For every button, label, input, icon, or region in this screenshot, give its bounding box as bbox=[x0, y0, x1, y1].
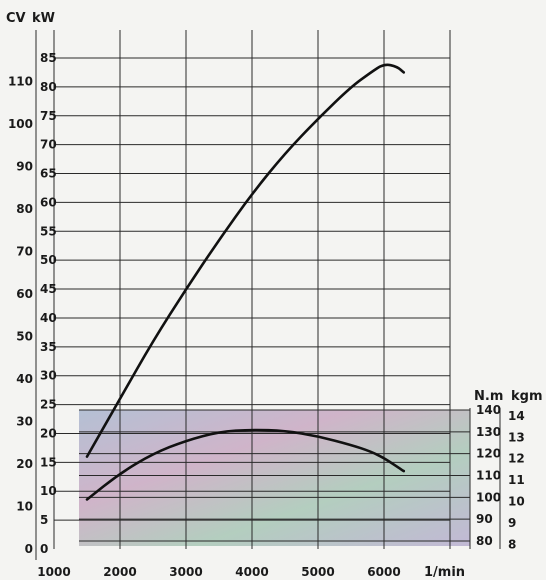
nm-tick-label: 140 bbox=[476, 403, 501, 417]
kw-tick-label: 40 bbox=[40, 311, 57, 325]
kw-tick-label: 50 bbox=[40, 253, 57, 267]
cv-tick-label: 40 bbox=[16, 372, 33, 386]
kgm-tick-label: 9 bbox=[508, 516, 516, 530]
power-curve bbox=[85, 63, 406, 458]
curves bbox=[85, 63, 406, 501]
kw-tick-label: 30 bbox=[40, 369, 57, 383]
kgm-tick-label: 12 bbox=[508, 452, 525, 466]
x-tick-label: 1000 bbox=[37, 565, 70, 579]
nm-tick-label: 110 bbox=[476, 469, 501, 483]
kw-tick-label: 25 bbox=[40, 398, 57, 412]
torque-curve bbox=[85, 428, 406, 501]
cv-unit-label: CV bbox=[6, 11, 26, 26]
x-tick-label: 4000 bbox=[235, 565, 268, 579]
kgm-unit-label: kgm bbox=[511, 389, 543, 404]
nm-tick-label: 100 bbox=[476, 490, 501, 504]
kw-tick-label: 0 bbox=[40, 542, 48, 556]
kw-tick-label: 75 bbox=[40, 109, 57, 123]
nm-tick-label: 90 bbox=[476, 512, 493, 526]
kw-tick-label: 85 bbox=[40, 51, 57, 65]
cv-tick-label: 10 bbox=[16, 500, 33, 514]
kw-tick-label: 35 bbox=[40, 340, 57, 354]
kw-tick-label: 45 bbox=[40, 282, 57, 296]
kgm-tick-label: 10 bbox=[508, 495, 525, 509]
kgm-tick-label: 8 bbox=[508, 537, 516, 551]
cv-tick-label: 20 bbox=[16, 457, 33, 471]
cv-tick-label: 80 bbox=[16, 202, 33, 216]
nm-tick-label: 80 bbox=[476, 534, 493, 548]
cv-tick-label: 110 bbox=[8, 75, 33, 89]
kw-tick-label: 65 bbox=[40, 167, 57, 181]
nm-tick-label: 120 bbox=[476, 447, 501, 461]
kw-tick-label: 20 bbox=[40, 426, 57, 440]
kgm-tick-label: 11 bbox=[508, 473, 525, 487]
cv-tick-label: 30 bbox=[16, 415, 33, 429]
cv-tick-label: 50 bbox=[16, 330, 33, 344]
x-unit-label: 1/min bbox=[424, 565, 465, 580]
nm-unit-label: N.m bbox=[474, 389, 503, 404]
cv-tick-label: 0 bbox=[25, 542, 33, 556]
kw-tick-label: 5 bbox=[40, 513, 48, 527]
kw-tick-label: 55 bbox=[40, 224, 57, 238]
x-tick-label: 5000 bbox=[301, 565, 334, 579]
cv-tick-label: 70 bbox=[16, 245, 33, 259]
kw-tick-label: 60 bbox=[40, 195, 57, 209]
cv-tick-label: 90 bbox=[16, 160, 33, 174]
torque-band bbox=[79, 410, 470, 546]
x-tick-label: 2000 bbox=[103, 565, 136, 579]
kw-unit-label: kW bbox=[32, 11, 55, 26]
grid bbox=[35, 30, 501, 560]
axis-labels: 0510152025303540455055606570758085010203… bbox=[6, 11, 543, 580]
kw-tick-label: 70 bbox=[40, 138, 57, 152]
kgm-tick-label: 13 bbox=[508, 430, 525, 444]
kw-tick-label: 10 bbox=[40, 484, 57, 498]
x-tick-label: 6000 bbox=[367, 565, 400, 579]
kw-tick-label: 15 bbox=[40, 455, 57, 469]
x-tick-label: 3000 bbox=[169, 565, 202, 579]
kw-tick-label: 80 bbox=[40, 80, 57, 94]
nm-tick-label: 130 bbox=[476, 425, 501, 439]
kgm-tick-label: 14 bbox=[508, 409, 525, 423]
cv-tick-label: 100 bbox=[8, 117, 33, 131]
cv-tick-label: 60 bbox=[16, 287, 33, 301]
